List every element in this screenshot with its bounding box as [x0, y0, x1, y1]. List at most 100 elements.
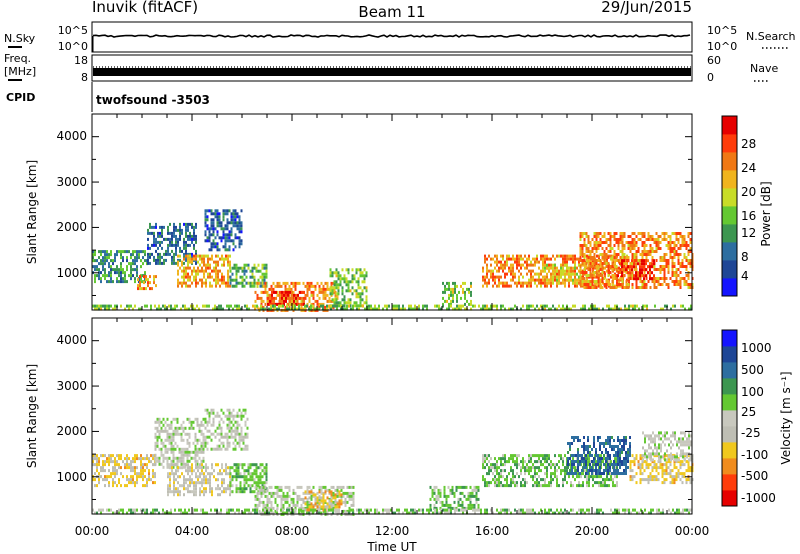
heatmap-cell-region-2 [205, 487, 207, 491]
heatmap-cell-region-12 [593, 232, 596, 235]
heatmap-cell-region-10 [552, 266, 554, 270]
heatmap-cell-region-12 [621, 238, 624, 241]
heatmap-cell-region-8 [359, 286, 362, 290]
heatmap-cell-region-4 [257, 478, 260, 482]
heatmap-cell-region-4 [210, 221, 213, 225]
heatmap-cell-region-14 [346, 304, 348, 308]
heatmap-cell-region-3 [246, 447, 249, 451]
heatmap-cell-region-3 [185, 281, 187, 285]
heatmap-cell-region-12 [609, 247, 612, 250]
heatmap-cell-region-4 [265, 469, 268, 473]
heatmap-cell-region-10 [530, 263, 532, 267]
heatmap-cell-region-8 [522, 460, 524, 464]
heatmap-cell-region-8 [365, 274, 368, 278]
heatmap-cell-region-8 [343, 295, 346, 299]
heatmap-cell-region-9 [573, 472, 575, 475]
heatmap-cell-region-9 [464, 290, 466, 294]
heatmap-cell-region-14 [174, 304, 176, 308]
heatmap-cell-region-0 [134, 484, 136, 488]
heatmap-cell-region-8 [482, 463, 484, 467]
heatmap-cell-region-3 [181, 260, 183, 264]
nsearch-tick-bottom: 10^0 [707, 40, 737, 53]
heatmap-cell-region-1 [154, 444, 157, 448]
heatmap-cell-region-14 [560, 307, 562, 311]
heatmap-cell-region-10 [510, 278, 512, 282]
heatmap-cell-region-6 [278, 293, 281, 297]
heatmap-cell-region-0 [126, 256, 128, 260]
heatmap-cell-region-14 [158, 304, 160, 308]
heatmap-cell-region-8 [554, 469, 556, 473]
heatmap-cell-region-11 [578, 281, 580, 285]
heatmap-cell-region-7 [435, 506, 438, 510]
heatmap-cell-region-8 [494, 457, 496, 461]
heatmap-cell-region-14 [92, 304, 94, 308]
heatmap-cell-region-2 [171, 472, 173, 476]
heatmap-cell-region-12 [643, 271, 646, 274]
heatmap-cell-region-12 [673, 271, 676, 274]
heatmap-cell-region-8 [564, 475, 566, 479]
heatmap-cell-region-8 [357, 277, 360, 281]
heatmap-cell-region-13 [627, 259, 629, 263]
heatmap-cell-region-4 [212, 233, 215, 237]
heatmap-cell-region-2 [177, 228, 179, 232]
heatmap-cell-region-6 [270, 299, 273, 303]
heatmap-cell-region-10 [490, 269, 492, 273]
colorbar-swatch [722, 116, 737, 135]
heatmap-cell-region-14 [340, 304, 342, 308]
heatmap-cell-region-9 [611, 436, 613, 439]
nsearch-tick-top: 10^5 [707, 24, 737, 37]
heatmap-cell-region-1 [200, 450, 203, 454]
heatmap-cell-region-12 [601, 265, 604, 268]
heatmap-cell-region-14 [548, 307, 550, 311]
heatmap-cell-region-7 [269, 299, 271, 303]
heatmap-cell-region-2 [155, 237, 157, 241]
heatmap-cell-region-4 [263, 481, 266, 485]
heatmap-cell-region-10 [588, 275, 590, 279]
heatmap-cell-region-10 [530, 272, 532, 276]
heatmap-cell-region-1 [156, 459, 159, 463]
heatmap-cell-region-8 [496, 472, 498, 476]
heatmap-cell-region-9 [595, 466, 597, 469]
heatmap-cell-region-12 [683, 241, 686, 244]
heatmap-cell-region-6 [276, 281, 279, 285]
heatmap-cell-region-9 [591, 469, 593, 472]
heatmap-cell-region-4 [253, 481, 256, 485]
heatmap-cell-region-4 [238, 242, 241, 246]
heatmap-cell-region-6 [288, 305, 291, 309]
heatmap-cell-region-3 [207, 257, 209, 261]
heatmap-cell-region-14 [370, 307, 372, 311]
heatmap-cell-region-4 [206, 218, 209, 222]
heatmap-cell-region-9 [601, 457, 603, 460]
heatmap-cell-region-3 [204, 408, 207, 412]
heatmap-cell-region-2 [173, 243, 175, 247]
heatmap-cell-region-9 [575, 454, 577, 457]
heatmap-cell-region-5 [276, 494, 279, 498]
heatmap-cell-region-5 [308, 500, 311, 504]
heatmap-cell-region-2 [219, 493, 221, 497]
heatmap-cell-region-14 [252, 304, 254, 308]
heatmap-cell-region-12 [669, 253, 672, 256]
heatmap-cell-region-8 [592, 463, 594, 467]
heatmap-cell-region-12 [651, 247, 654, 250]
heatmap-cell-region-3 [214, 447, 217, 451]
heatmap-cell-region-0 [128, 250, 130, 254]
heatmap-cell-region-5 [332, 506, 335, 510]
heatmap-cell-region-2 [199, 475, 201, 479]
heatmap-cell-region-12 [661, 268, 664, 271]
heatmap-cell-region-3 [215, 278, 217, 282]
heatmap-cell-region-2 [195, 487, 197, 491]
heatmap-cell-region-5 [266, 497, 269, 501]
heatmap-cell-region-12 [619, 259, 622, 262]
heatmap-cell-region-8 [594, 475, 596, 479]
heatmap-cell-region-0 [110, 277, 112, 281]
heatmap-cell-region-8 [516, 484, 518, 488]
heatmap-cell-region-6 [324, 499, 327, 503]
heatmap-cell-region-8 [494, 481, 496, 485]
heatmap-cell-region-1 [200, 432, 203, 436]
heatmap-cell-region-14 [176, 304, 178, 308]
heatmap-cell-region-12 [579, 244, 582, 247]
heatmap-cell-region-12 [673, 253, 676, 256]
heatmap-cell-region-12 [597, 280, 600, 283]
heatmap-cell-region-11 [560, 269, 562, 273]
heatmap-cell-region-9 [571, 460, 573, 463]
